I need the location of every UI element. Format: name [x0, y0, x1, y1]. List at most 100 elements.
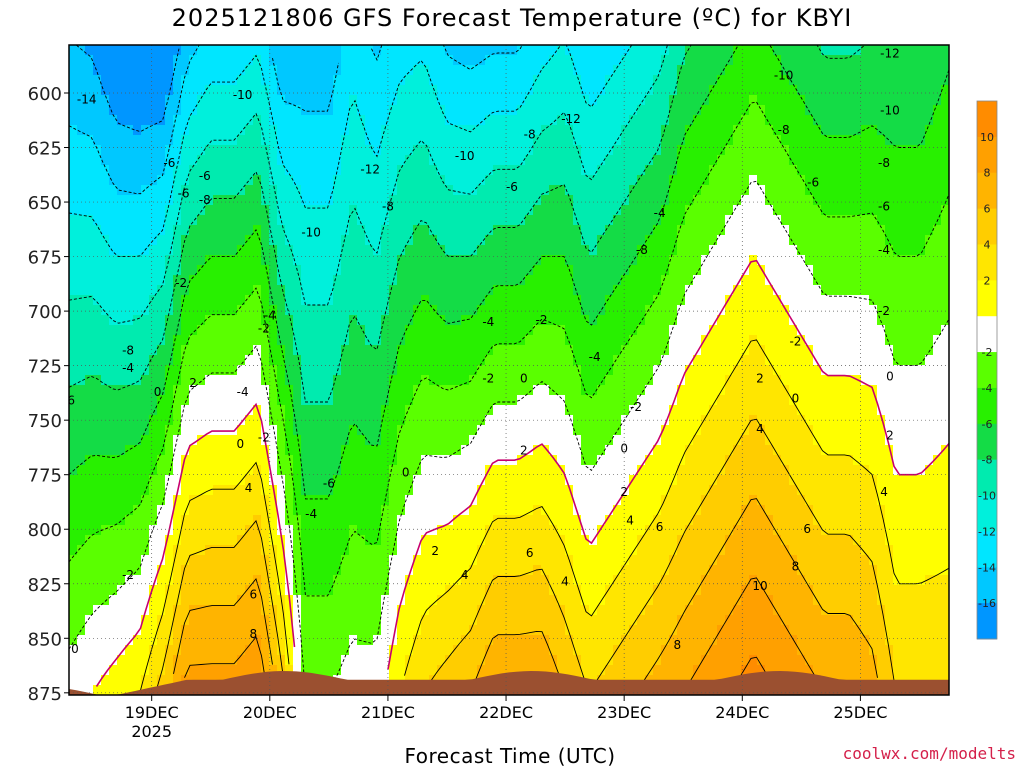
- field-cell: [181, 635, 190, 646]
- field-cell: [509, 305, 518, 316]
- field-cell: [101, 585, 110, 596]
- field-cell: [517, 605, 526, 616]
- field-cell: [117, 345, 126, 356]
- field-cell: [445, 235, 454, 246]
- field-cell: [637, 45, 646, 56]
- field-cell: [525, 395, 534, 406]
- field-cell: [405, 465, 414, 476]
- field-cell: [653, 225, 662, 236]
- field-cell: [525, 125, 534, 136]
- field-cell: [605, 145, 614, 156]
- field-cell: [677, 405, 686, 416]
- field-cell: [669, 125, 678, 136]
- field-cell: [597, 185, 606, 196]
- field-cell: [237, 575, 246, 586]
- field-cell: [565, 445, 574, 456]
- field-cell: [77, 215, 86, 226]
- field-cell: [133, 625, 142, 636]
- field-cell: [301, 65, 310, 76]
- field-cell: [93, 575, 102, 586]
- field-cell: [301, 625, 310, 636]
- field-cell: [309, 125, 318, 136]
- field-cell: [629, 345, 638, 356]
- field-cell: [413, 125, 422, 136]
- field-cell: [277, 525, 286, 536]
- field-cell: [109, 435, 118, 446]
- field-cell: [101, 355, 110, 366]
- field-cell: [213, 625, 222, 636]
- field-cell: [85, 315, 94, 326]
- field-cell: [181, 45, 190, 56]
- field-cell: [405, 605, 414, 616]
- field-cell: [309, 325, 318, 336]
- field-cell: [421, 525, 430, 536]
- field-cell: [205, 305, 214, 316]
- field-cell: [389, 145, 398, 156]
- field-cell: [397, 235, 406, 246]
- field-cell: [637, 545, 646, 556]
- field-cell: [661, 105, 670, 116]
- field-cell: [181, 245, 190, 256]
- field-cell: [181, 535, 190, 546]
- field-cell: [557, 655, 566, 666]
- field-cell: [365, 205, 374, 216]
- field-cell: [669, 65, 678, 76]
- field-cell: [381, 385, 390, 396]
- field-cell: [565, 85, 574, 96]
- field-cell: [101, 185, 110, 196]
- field-cell: [405, 285, 414, 296]
- field-cell: [269, 175, 278, 186]
- field-cell: [301, 235, 310, 246]
- field-cell: [77, 315, 86, 326]
- field-cell: [349, 615, 358, 626]
- field-cell: [453, 375, 462, 386]
- field-cell: [109, 455, 118, 466]
- field-cell: [453, 55, 462, 66]
- field-cell: [149, 295, 158, 306]
- field-cell: [493, 95, 502, 106]
- field-cell: [301, 645, 310, 656]
- field-cell: [325, 215, 334, 226]
- field-cell: [637, 285, 646, 296]
- field-cell: [253, 365, 262, 376]
- field-cell: [317, 635, 326, 646]
- field-cell: [581, 535, 590, 546]
- field-cell: [333, 115, 342, 126]
- field-cell: [549, 175, 558, 186]
- field-cell: [341, 665, 350, 676]
- field-cell: [341, 215, 350, 226]
- field-cell: [445, 645, 454, 656]
- field-cell: [469, 185, 478, 196]
- field-cell: [101, 215, 110, 226]
- field-cell: [525, 485, 534, 496]
- field-cell: [533, 625, 542, 636]
- field-cell: [85, 105, 94, 116]
- field-cell: [157, 545, 166, 556]
- field-cell: [93, 325, 102, 336]
- field-cell: [589, 485, 598, 496]
- field-cell: [269, 285, 278, 296]
- field-cell: [149, 385, 158, 396]
- field-cell: [581, 145, 590, 156]
- field-cell: [93, 555, 102, 566]
- field-cell: [445, 625, 454, 636]
- field-cell: [213, 655, 222, 666]
- field-cell: [557, 175, 566, 186]
- field-cell: [413, 475, 422, 486]
- field-cell: [117, 435, 126, 446]
- field-cell: [661, 535, 670, 546]
- field-cell: [501, 55, 510, 66]
- field-cell: [573, 165, 582, 176]
- field-cell: [549, 45, 558, 56]
- field-cell: [133, 315, 142, 326]
- field-cell: [653, 325, 662, 336]
- field-cell: [205, 235, 214, 246]
- field-cell: [597, 495, 606, 506]
- field-cell: [645, 515, 654, 526]
- field-cell: [317, 295, 326, 306]
- field-cell: [541, 215, 550, 226]
- field-cell: [509, 135, 518, 146]
- field-cell: [445, 95, 454, 106]
- field-cell: [333, 325, 342, 336]
- field-cell: [133, 605, 142, 616]
